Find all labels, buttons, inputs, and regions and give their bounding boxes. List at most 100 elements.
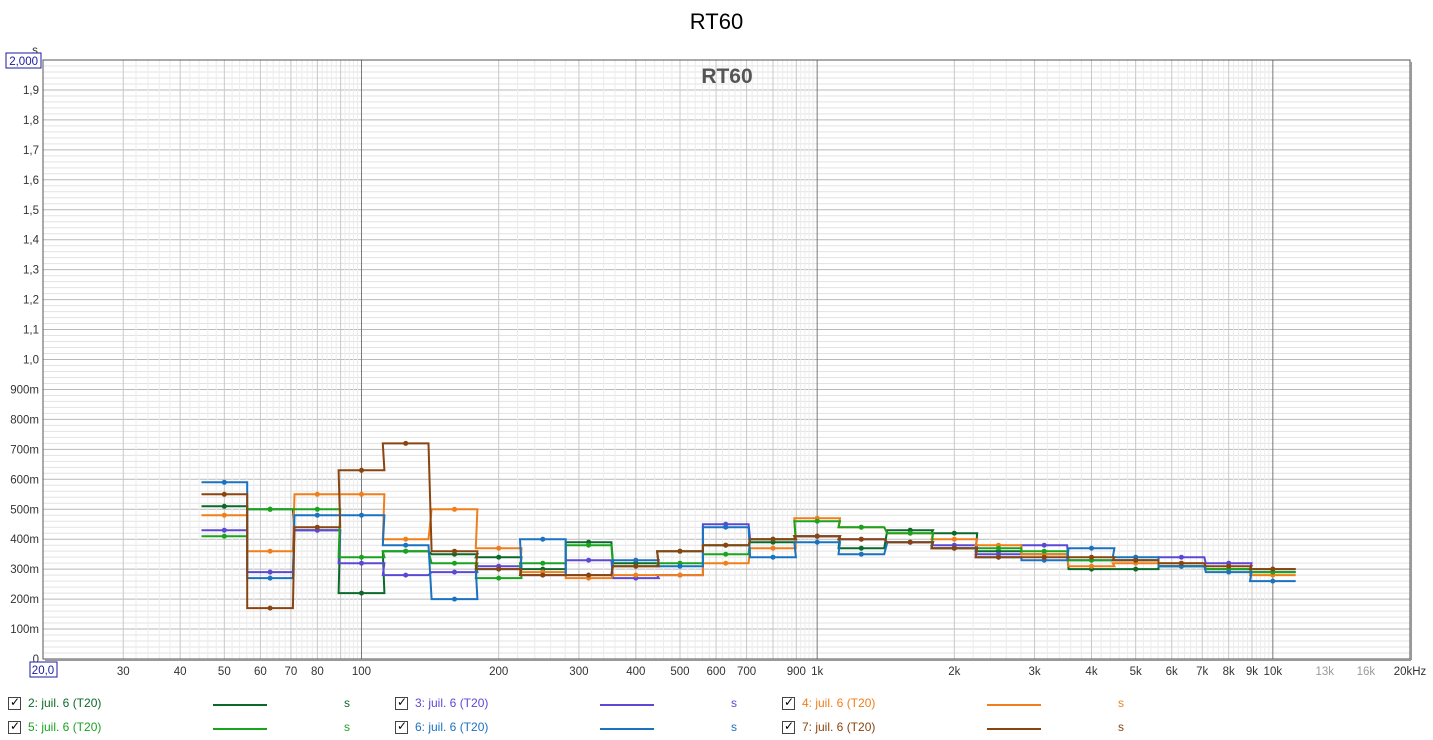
y-tick-label: 800m <box>10 414 39 426</box>
legend-checkbox[interactable]: ✓ <box>395 719 408 734</box>
x-tick-label: 6k <box>1166 666 1178 678</box>
x-tick-label: 3k <box>1028 666 1040 678</box>
data-point <box>1226 569 1232 575</box>
data-point <box>359 560 364 566</box>
data-point <box>1041 542 1047 548</box>
data-point <box>540 536 546 542</box>
data-point <box>496 554 502 560</box>
data-point <box>814 533 820 539</box>
y-tick-label: 200m <box>10 594 39 606</box>
x-tick-label: 300 <box>569 666 588 678</box>
y-tick-label: 1,1 <box>23 325 39 337</box>
legend-checkbox[interactable]: ✓ <box>8 719 21 734</box>
x-tick-label: 13k <box>1315 666 1334 678</box>
data-point <box>858 551 864 557</box>
x-tick-label: 400 <box>626 666 645 678</box>
legend-checkbox[interactable]: ✓ <box>782 719 795 734</box>
x-tick-label: 70 <box>285 666 298 678</box>
data-point <box>770 554 776 560</box>
data-point <box>814 539 820 545</box>
data-point <box>314 506 320 512</box>
legend-checkbox[interactable]: ✓ <box>395 695 408 710</box>
legend-checkbox[interactable]: ✓ <box>782 695 795 710</box>
data-point <box>951 545 957 551</box>
data-point <box>723 551 729 557</box>
data-point <box>403 548 409 554</box>
data-point <box>359 512 364 518</box>
data-point <box>403 440 409 446</box>
legend-unit: s <box>731 720 737 734</box>
x-tick-label: 900 <box>787 666 806 678</box>
data-point <box>452 596 457 602</box>
y-tick-label: 400m <box>10 534 39 546</box>
data-point <box>996 554 1001 560</box>
x-min-box <box>29 661 58 678</box>
legend-label: 7: juil. 6 (T20) <box>802 720 876 734</box>
data-point <box>996 545 1001 551</box>
data-point <box>633 557 639 563</box>
legend-swatch <box>987 728 1041 730</box>
data-point <box>1089 554 1094 560</box>
x-tick-label: 10k <box>1264 666 1283 678</box>
data-point <box>314 491 320 497</box>
axes <box>42 59 1412 661</box>
data-point <box>403 536 409 542</box>
data-point <box>452 548 457 554</box>
data-point <box>951 536 957 542</box>
data-point <box>814 518 820 524</box>
y-max-box <box>5 52 42 69</box>
data-point <box>540 560 546 566</box>
data-point <box>221 479 227 485</box>
x-tick-label: 50 <box>218 666 231 678</box>
data-point <box>1133 566 1139 572</box>
data-point <box>586 542 592 548</box>
legend-swatch <box>213 728 267 730</box>
x-tick-label: 5k <box>1130 666 1142 678</box>
chart-title: RT60 <box>689 9 744 34</box>
data-point <box>496 545 502 551</box>
axis-labels: 0 100m 200m 300m 400m 500m 600m 700m 800m 900m 1,0… <box>5 45 1427 678</box>
y-tick-label: 700m <box>10 444 39 456</box>
data-point <box>858 536 864 542</box>
y-tick-label: 1,3 <box>23 265 39 277</box>
data-point <box>770 536 776 542</box>
data-point <box>1041 554 1047 560</box>
y-tick-label: 900m <box>10 384 39 396</box>
legend-unit: s <box>731 696 737 710</box>
inner-chart-title: RT60 <box>701 65 752 88</box>
data-point <box>496 575 502 581</box>
data-point <box>496 566 502 572</box>
x-tick-label: 7k <box>1196 666 1208 678</box>
x-tick-label: 60 <box>254 666 267 678</box>
data-point <box>359 491 364 497</box>
data-point <box>403 542 409 548</box>
legend-label: 6: juil. 6 (T20) <box>415 720 489 734</box>
y-tick-label: 500m <box>10 504 39 516</box>
legend-unit: s <box>344 720 350 734</box>
legend-unit: s <box>1118 696 1124 710</box>
y-tick-label: 1,8 <box>23 115 39 127</box>
data-point <box>359 590 364 596</box>
y-tick-label: 1,4 <box>23 235 40 247</box>
rt60-chart[interactable]: 0 100m 200m 300m 400m 500m 600m 700m 800m 900m 1,0… <box>0 0 1433 690</box>
data-point <box>267 569 273 575</box>
x-tick-label: 8k <box>1223 666 1235 678</box>
data-point <box>633 563 639 569</box>
data-point <box>452 560 457 566</box>
x-tick-label: 9k <box>1246 666 1258 678</box>
legend-checkbox[interactable]: ✓ <box>8 695 21 710</box>
data-point <box>359 554 364 560</box>
x-tick-label: 40 <box>174 666 187 678</box>
legend-label: 2: juil. 6 (T20) <box>28 696 102 710</box>
data-point <box>858 524 864 530</box>
x-tick-label: 20kHz <box>1394 666 1427 678</box>
data-point <box>403 572 409 578</box>
legend-unit: s <box>344 696 350 710</box>
data-point <box>452 506 457 512</box>
data-point <box>359 467 364 473</box>
x-tick-label: 100 <box>352 666 371 678</box>
data-point <box>770 545 776 551</box>
legend-unit: s <box>1118 720 1124 734</box>
data-point <box>907 530 913 536</box>
legend-swatch <box>213 704 267 706</box>
